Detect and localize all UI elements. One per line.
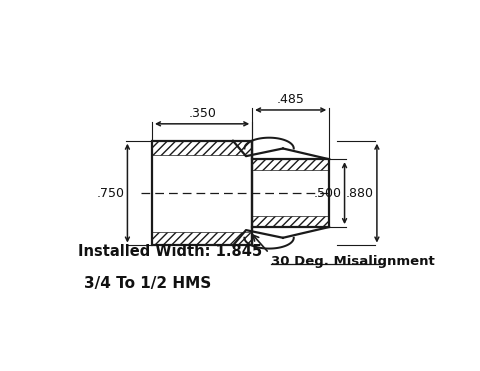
Text: 30 Deg. Misalignment: 30 Deg. Misalignment <box>271 255 434 268</box>
Polygon shape <box>152 141 252 155</box>
Text: 3/4 To 1/2 HMS: 3/4 To 1/2 HMS <box>84 276 212 291</box>
Text: .350: .350 <box>188 107 216 120</box>
Text: .880: .880 <box>346 187 374 200</box>
Polygon shape <box>252 159 329 170</box>
Polygon shape <box>152 232 252 246</box>
Text: Installed Width: 1.845: Installed Width: 1.845 <box>78 243 262 259</box>
Text: .485: .485 <box>277 93 305 106</box>
Text: .500: .500 <box>313 187 341 200</box>
Text: .750: .750 <box>96 187 124 200</box>
Polygon shape <box>252 216 329 227</box>
